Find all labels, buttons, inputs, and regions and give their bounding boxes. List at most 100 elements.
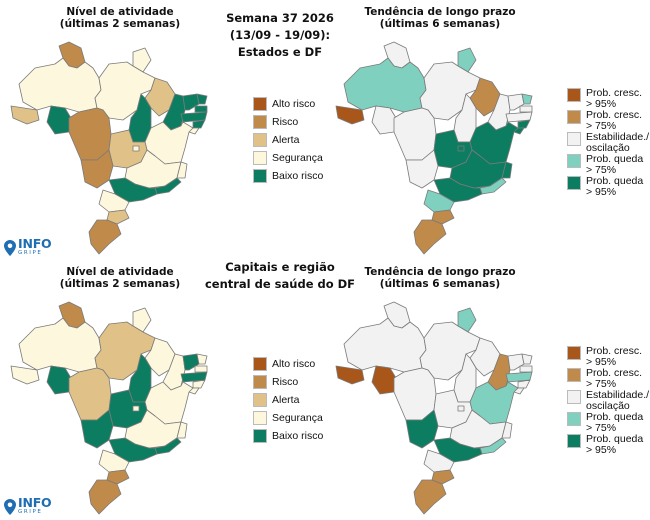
state-es bbox=[501, 421, 513, 439]
state-ap bbox=[132, 307, 152, 333]
top-right-map-title: Tendência de longo prazo (últimas 6 sema… bbox=[360, 6, 520, 30]
state-df bbox=[132, 145, 140, 152]
legend-item: Prob. queda > 75% bbox=[567, 154, 650, 176]
legend-item: Risco bbox=[253, 375, 362, 389]
top-left-map-title: Nível de atividade (últimas 2 semanas) bbox=[45, 6, 195, 30]
state-am bbox=[18, 57, 102, 113]
legend-swatch bbox=[253, 429, 267, 443]
activity-legend-bottom: Alto risco Risco Alerta Segurança Baixo risc… bbox=[253, 357, 343, 447]
legend-swatch bbox=[253, 115, 267, 129]
legend-item: Alerta bbox=[253, 133, 362, 147]
legend-item: Baixo risco bbox=[253, 169, 362, 183]
legend-label: Prob. cresc. > 75% bbox=[586, 109, 643, 132]
legend-item: Segurança bbox=[253, 411, 362, 425]
state-rs bbox=[88, 219, 122, 255]
center-header-region: central de saúde do DF bbox=[204, 277, 356, 291]
state-df bbox=[457, 145, 465, 152]
location-pin-icon bbox=[4, 498, 16, 515]
legend-label: Segurança bbox=[272, 412, 323, 424]
state-df bbox=[132, 405, 140, 412]
center-header-capitals: Capitais e região bbox=[225, 260, 335, 274]
infogripe-logo-top: INFO GRIPE bbox=[4, 236, 52, 257]
state-al bbox=[517, 119, 531, 129]
state-am bbox=[18, 317, 102, 373]
state-pb bbox=[519, 365, 533, 373]
legend-swatch bbox=[567, 390, 581, 404]
legend-item: Prob. queda > 95% bbox=[567, 434, 650, 456]
legend-label: Prob. queda > 95% bbox=[586, 175, 644, 198]
trend-legend-bottom: Prob. cresc. > 95% Prob. cresc. > 75% Estabi… bbox=[567, 346, 650, 456]
state-sc bbox=[106, 209, 130, 225]
bottom-right-title-line2: (últimas 6 semanas) bbox=[379, 278, 501, 290]
legend-item: Prob. cresc. > 75% bbox=[567, 368, 650, 390]
activity-map-states bbox=[10, 41, 208, 255]
state-ro bbox=[46, 365, 72, 395]
legend-item: Baixo risco bbox=[253, 429, 362, 443]
legend-item: Prob. cresc. > 95% bbox=[567, 88, 650, 110]
legend-label: Segurança bbox=[272, 152, 323, 164]
legend-swatch bbox=[253, 393, 267, 407]
legend-item: Prob. cresc. > 95% bbox=[567, 346, 650, 368]
legend-swatch bbox=[253, 357, 267, 371]
legend-label: Alerta bbox=[272, 134, 300, 146]
state-go bbox=[433, 129, 473, 169]
trend-legend-top: Prob. cresc. > 95% Prob. cresc. > 75% Estabi… bbox=[567, 88, 650, 198]
legend-label: Prob. queda > 75% bbox=[586, 411, 644, 434]
state-rn bbox=[521, 353, 533, 365]
activity-legend-top: Alto risco Risco Alerta Segurança Baixo risc… bbox=[253, 97, 343, 187]
legend-label: Prob. queda > 75% bbox=[586, 153, 644, 176]
state-sc bbox=[431, 209, 455, 225]
state-ac bbox=[335, 365, 365, 385]
state-es bbox=[176, 421, 188, 439]
state-ms bbox=[405, 149, 439, 189]
legend-swatch bbox=[567, 346, 581, 360]
logo-subtext: GRIPE bbox=[18, 509, 43, 515]
legend-label: Alerta bbox=[272, 394, 300, 406]
state-df bbox=[457, 405, 465, 412]
legend-item: Estabilidade./oscilação bbox=[567, 132, 650, 154]
state-ms bbox=[405, 409, 439, 449]
top-right-title-line1: Tendência de longo prazo bbox=[364, 6, 516, 18]
logo-text: INFO bbox=[18, 495, 52, 510]
legend-item: Risco bbox=[253, 115, 362, 129]
state-sc bbox=[106, 469, 130, 485]
bottom-left-title-line2: (últimas 2 semanas) bbox=[59, 278, 181, 290]
state-ro bbox=[371, 365, 397, 395]
legend-label: Prob. cresc. > 95% bbox=[586, 87, 643, 110]
legend-swatch bbox=[253, 169, 267, 183]
legend-label: Risco bbox=[272, 376, 299, 388]
legend-label: Alto risco bbox=[272, 98, 316, 110]
state-ap bbox=[457, 47, 477, 73]
state-ac bbox=[10, 365, 40, 385]
state-ac bbox=[10, 105, 40, 125]
legend-label: Estabilidade./oscilação bbox=[586, 131, 650, 154]
legend-swatch bbox=[567, 132, 581, 146]
state-go bbox=[108, 129, 148, 169]
bottom-right-map-title: Tendência de longo prazo (últimas 6 sema… bbox=[360, 266, 520, 290]
legend-item: Estabilidade./oscilação bbox=[567, 390, 650, 412]
bottom-left-map-title: Nível de atividade (últimas 2 semanas) bbox=[45, 266, 195, 290]
legend-label: Risco bbox=[272, 116, 299, 128]
state-mt bbox=[68, 367, 112, 421]
logo-text: INFO bbox=[18, 236, 52, 251]
legend-swatch bbox=[567, 154, 581, 168]
top-left-title-line1: Nível de atividade bbox=[66, 6, 174, 18]
legend-item: Alerta bbox=[253, 393, 362, 407]
top-right-title-line2: (últimas 6 semanas) bbox=[379, 18, 501, 30]
legend-swatch bbox=[567, 368, 581, 382]
state-ac bbox=[335, 105, 365, 125]
infogripe-logo-bottom: INFO GRIPE bbox=[4, 495, 52, 516]
legend-label: Estabilidade./oscilação bbox=[586, 389, 650, 412]
legend-swatch bbox=[253, 97, 267, 111]
state-al bbox=[192, 119, 206, 129]
state-pb bbox=[194, 105, 208, 113]
legend-item: Prob. queda > 95% bbox=[567, 176, 650, 198]
state-mt bbox=[393, 107, 437, 161]
legend-swatch bbox=[253, 133, 267, 147]
legend-swatch bbox=[567, 176, 581, 190]
state-ap bbox=[457, 307, 477, 333]
state-rn bbox=[196, 353, 208, 365]
legend-item: Alto risco bbox=[253, 357, 362, 371]
legend-swatch bbox=[567, 110, 581, 124]
state-ms bbox=[80, 149, 114, 189]
